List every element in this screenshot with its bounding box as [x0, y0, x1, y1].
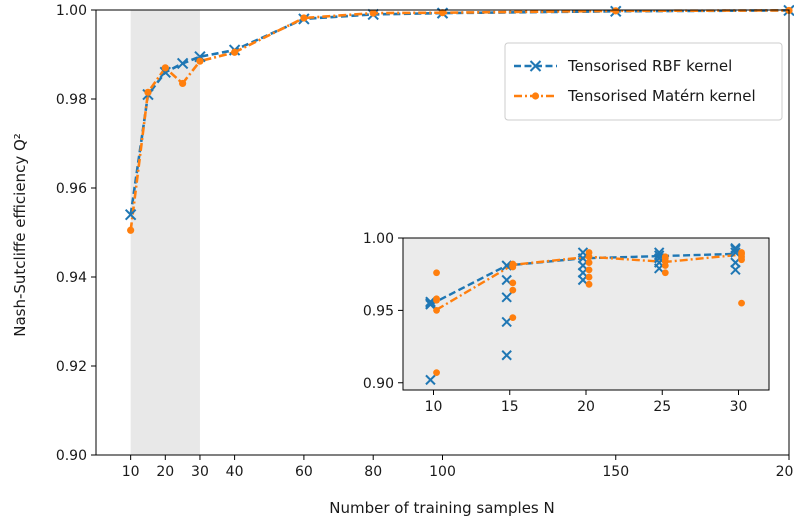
data-point-1-7: [369, 9, 377, 17]
inset-y-tick-label: 0.90: [363, 376, 394, 392]
inset-point-1-4-4: [738, 249, 745, 256]
data-point-0-0: [124, 208, 137, 221]
y-tick-label: 0.90: [56, 448, 87, 464]
inset-point-0-0-0: [425, 374, 436, 386]
legend-marker-0: [529, 60, 542, 72]
inset-point-1-1-4: [509, 260, 517, 268]
inset-point-1-3-0: [661, 269, 669, 277]
main-plot: 10 20 30 40 60 80 100 150 200 0.90 0.92 0.94 0.96 0.9…: [56, 3, 794, 480]
data-point-1-9: [612, 7, 620, 15]
inset-point-1-0-4: [433, 269, 440, 277]
inset-point-1-1-2: [509, 279, 517, 287]
x-tick-label: 40: [226, 464, 244, 480]
inset-plot: 10 15 20 25 30 0.90 0.95 1.00: [363, 231, 770, 415]
inset-point-1-0-0: [433, 369, 440, 377]
x-tick-label: 60: [295, 464, 313, 480]
x-tick-label: 100: [429, 464, 456, 480]
inset-x-tick-label: 20: [577, 399, 595, 415]
inset-point-1-3-4: [661, 253, 669, 261]
inset-x-tick-label: 15: [501, 399, 519, 415]
data-point-1-5: [231, 48, 239, 56]
x-tick-label: 10: [122, 464, 140, 480]
data-point-1-2: [161, 64, 169, 72]
legend: Tensorised RBF kernel Tensorised Matérn k…: [504, 42, 783, 121]
legend-box: [504, 42, 783, 121]
y-tick-label: 0.96: [56, 181, 87, 197]
y-tick-label: 0.98: [56, 92, 87, 108]
y-tick-label: 0.94: [56, 270, 87, 286]
inset-point-1-2-5: [585, 249, 593, 256]
x-tick-label: 150: [602, 464, 629, 480]
inset-point-1-2-1: [585, 273, 593, 281]
data-point-1-0: [127, 226, 135, 234]
data-point-0-3: [176, 57, 189, 70]
inset-point-0-1-2: [501, 292, 512, 303]
y-tick-label: 1.00: [56, 3, 87, 19]
inset-x-tick-label: 30: [730, 399, 748, 415]
y-axis-label: Nash-Sutcliffe efficiency Q²: [11, 133, 29, 337]
inset-point-1-0-1: [433, 306, 440, 314]
inset-point-1-2-3: [585, 259, 593, 267]
x-tick-label: 30: [191, 464, 209, 480]
legend-marker-1: [531, 92, 540, 100]
inset-point-0-1-4: [501, 260, 512, 271]
legend-label-1: Tensorised Matérn kernel: [567, 87, 756, 105]
inset-x-tick-label: 10: [425, 399, 443, 415]
data-point-1-3: [179, 79, 187, 88]
x-tick-label: 200: [776, 464, 794, 480]
inset-y-tick-label: 0.95: [363, 303, 394, 319]
x-tick-label: 80: [364, 464, 382, 480]
y-tick-label: 0.92: [56, 359, 87, 375]
inset-point-1-2-0: [585, 280, 593, 288]
inset-y-tick-label: 1.00: [363, 231, 394, 247]
inset-point-0-1-0: [501, 350, 512, 361]
shaded-region: [130, 10, 200, 455]
inset-x-tick-label: 25: [653, 399, 671, 415]
x-axis-label: Number of training samples N: [329, 499, 554, 517]
x-tick-label: 20: [156, 464, 174, 480]
legend-label-0: Tensorised RBF kernel: [567, 57, 732, 75]
data-point-1-8: [438, 9, 447, 17]
inset-point-1-0-3: [433, 295, 440, 303]
data-point-1-4: [196, 57, 204, 65]
inset-point-1-1-0: [509, 314, 517, 322]
inset-point-1-4-0: [738, 299, 745, 307]
inset-point-1-1-1: [509, 286, 517, 294]
data-point-1-1: [144, 88, 152, 96]
inset-point-1-2-2: [585, 266, 593, 274]
data-point-1-6: [300, 14, 308, 22]
